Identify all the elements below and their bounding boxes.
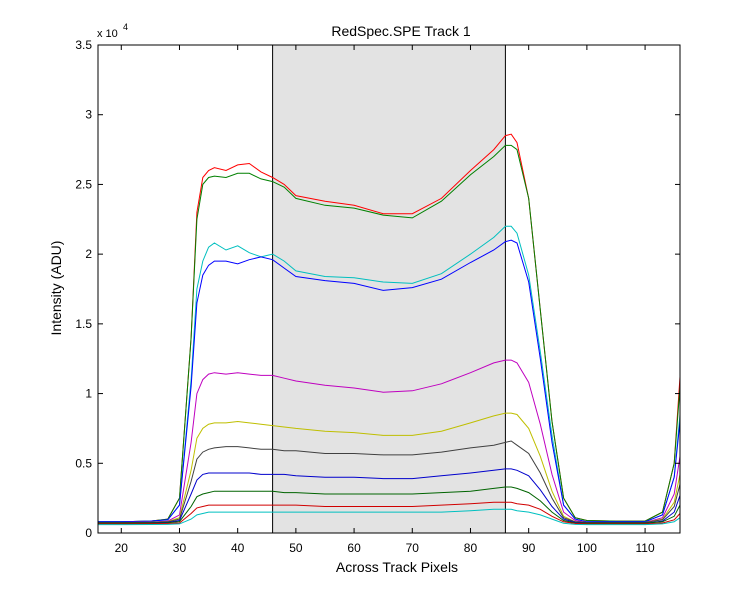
y-tick-label: 1: [85, 387, 92, 401]
series-layer: [98, 133, 681, 526]
plot-frame: [97, 44, 681, 534]
y-exponent-power: 4: [123, 22, 128, 32]
y-tick-label: 3.5: [75, 38, 92, 52]
y-axis: 0 0.5 1 1.5 2 2.5 3 3.5: [75, 38, 680, 540]
x-tick-label: 70: [406, 541, 420, 555]
y-tick-label: 1.5: [75, 317, 92, 331]
x-tick-label: 80: [464, 541, 478, 555]
series-line-7: [98, 440, 681, 523]
x-tick-label: 60: [347, 541, 361, 555]
y-axis-label: Intensity (ADU): [48, 241, 64, 336]
x-tick-label: 110: [636, 541, 655, 555]
series-line-10: [98, 501, 681, 525]
x-tick-label: 90: [522, 541, 536, 555]
highlight-region: [272, 45, 506, 533]
y-tick-label: 2.5: [75, 177, 92, 191]
chart-title: RedSpec.SPE Track 1: [331, 23, 471, 39]
x-tick-label: 20: [115, 541, 129, 555]
series-line-8: [98, 468, 681, 524]
x-tick-label: 30: [173, 541, 187, 555]
y-tick-label: 0.5: [75, 456, 92, 470]
y-tick-label: 3: [85, 108, 92, 122]
x-tick-label: 40: [231, 541, 245, 555]
x-tick-label: 100: [577, 541, 597, 555]
series-line-2: [98, 144, 681, 523]
y-exponent-label: x 10: [97, 28, 118, 40]
y-tick-label: 2: [85, 247, 92, 261]
x-tick-label: 50: [289, 541, 303, 555]
series-line-11: [98, 508, 681, 526]
series-line-9: [98, 486, 681, 524]
x-axis: 20 30 40 50 60 70 80 90 100 110: [115, 45, 655, 555]
series-line-4: [98, 239, 681, 523]
series-line-5: [98, 359, 681, 523]
x-axis-label: Across Track Pixels: [336, 559, 458, 575]
y-tick-label: 0: [85, 526, 92, 540]
